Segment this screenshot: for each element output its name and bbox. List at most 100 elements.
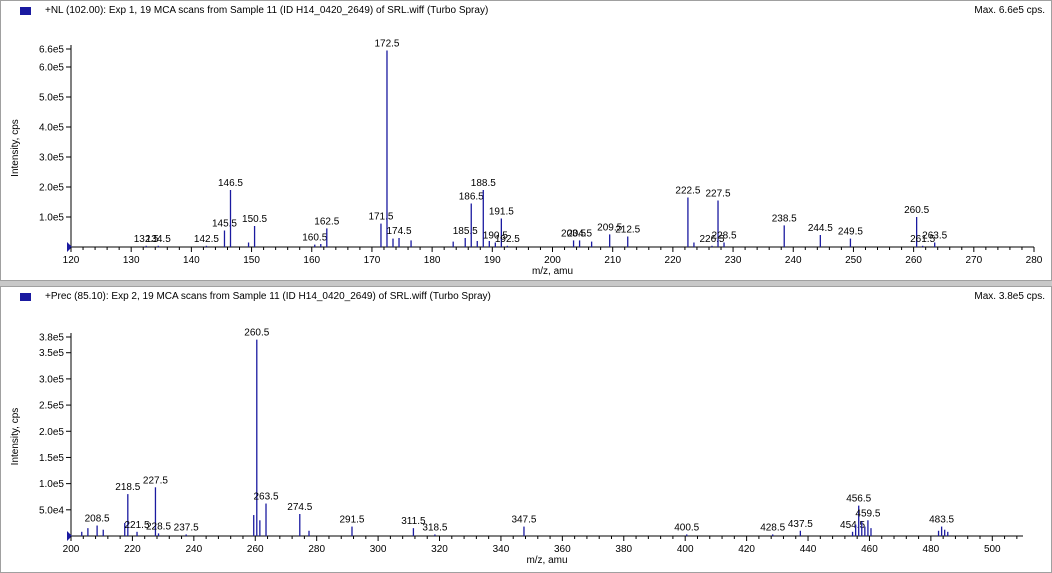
peak-label: 191.5 [489, 207, 514, 218]
spectrum-icon[interactable] [20, 7, 31, 15]
origin-marker-icon [67, 242, 72, 252]
x-tick-label: 200 [544, 255, 561, 266]
x-tick-label: 380 [615, 544, 632, 555]
splitter[interactable] [0, 281, 1052, 286]
x-tick-label: 440 [800, 544, 817, 555]
peak-label: 311.5 [401, 516, 426, 527]
y-axis-label: Intensity, cps [10, 408, 21, 466]
peak-label: 162.5 [314, 216, 339, 227]
y-tick-label: 6.0e5 [39, 63, 64, 74]
origin-marker-icon [67, 531, 72, 541]
peak-label: 237.5 [174, 522, 199, 533]
peak-label: 227.5 [706, 189, 731, 200]
x-tick-label: 140 [183, 255, 200, 266]
spectrum-plot-2[interactable]: 200 220 240 260 280 300 320 340 360 380 400 420 440 4… [1, 287, 1051, 572]
peak-label: 428.5 [760, 522, 785, 533]
y-axis-label: Intensity, cps [10, 119, 21, 177]
x-tick-label: 280 [308, 544, 325, 555]
peak-label: 221.5 [125, 520, 150, 531]
x-tick-label: 400 [677, 544, 694, 555]
x-tick-label: 230 [725, 255, 742, 266]
x-tick-label: 220 [124, 544, 141, 555]
peak-label: 226.5 [699, 234, 724, 245]
x-tick-label: 200 [63, 544, 80, 555]
x-tick-label: 340 [493, 544, 510, 555]
spectrum-plot-1[interactable]: 120 130 140 150 160 170 180 190 200 210 220 230 240 2… [1, 1, 1051, 280]
spectrum-panel-1[interactable]: +NL (102.00): Exp 1, 19 MCA scans from S… [0, 0, 1052, 281]
peak-label: 260.5 [244, 328, 269, 339]
x-tick-label: 240 [185, 544, 202, 555]
peak-label: 400.5 [674, 522, 699, 533]
panel-header: +NL (102.00): Exp 1, 19 MCA scans from S… [1, 1, 1051, 23]
x-tick-label: 170 [364, 255, 381, 266]
x-axis-label: m/z, amu [526, 555, 567, 566]
peak-label: 437.5 [788, 519, 813, 530]
x-tick-label: 250 [845, 255, 862, 266]
x-tick-label: 120 [63, 255, 80, 266]
peak-label: 456.5 [846, 494, 871, 505]
x-tick-label: 360 [554, 544, 571, 555]
y-tick-label: 3.0e5 [39, 374, 64, 385]
spectrum-icon[interactable] [20, 293, 31, 301]
peak-label: 244.5 [808, 223, 833, 234]
y-tick-label: 2.0e5 [39, 427, 64, 438]
x-tick-label: 190 [484, 255, 501, 266]
y-tick-label: 1.0e5 [39, 479, 64, 490]
peak-label: 134.5 [146, 234, 171, 245]
peak-label: 132.5 [134, 234, 159, 245]
y-tick-label: 3.8e5 [39, 333, 64, 344]
peak-label: 249.5 [838, 227, 863, 238]
peak-label: 209.5 [597, 222, 622, 233]
x-tick-label: 210 [604, 255, 621, 266]
x-tick-label: 260 [247, 544, 264, 555]
peak-label: 145.5 [212, 219, 237, 230]
peak-label: 483.5 [929, 515, 954, 526]
peak-label: 347.5 [511, 515, 536, 526]
peak-label: 227.5 [143, 475, 168, 486]
y-tick-label: 2.5e5 [39, 401, 64, 412]
peak-label: 318.5 [422, 522, 447, 533]
peak-label: 260.5 [904, 205, 929, 216]
peak-label: 291.5 [339, 515, 364, 526]
y-tick-label: 6.6e5 [39, 45, 64, 56]
panel-title: +NL (102.00): Exp 1, 19 MCA scans from S… [45, 5, 489, 16]
y-tick-label: 1.5e5 [39, 453, 64, 464]
peak-label: 146.5 [218, 178, 243, 189]
peak-label: 263.5 [253, 492, 278, 503]
peak-label: 172.5 [374, 39, 399, 50]
x-tick-label: 180 [424, 255, 441, 266]
peak-label: 218.5 [115, 482, 140, 493]
peak-label: 459.5 [855, 508, 880, 519]
peak-label: 222.5 [675, 186, 700, 197]
spectrum-panel-2[interactable]: +Prec (85.10): Exp 2, 19 MCA scans from … [0, 286, 1052, 573]
x-tick-label: 270 [965, 255, 982, 266]
peak-label: 174.5 [387, 226, 412, 237]
x-tick-label: 460 [861, 544, 878, 555]
peak-label: 188.5 [471, 178, 496, 189]
x-tick-label: 220 [665, 255, 682, 266]
peak-label: 261.5 [910, 234, 935, 245]
y-tick-label: 3.0e5 [39, 153, 64, 164]
peak-label: 185.5 [453, 226, 478, 237]
peak-label: 186.5 [459, 192, 484, 203]
y-tick-label: 1.0e5 [39, 213, 64, 224]
peak-label: 160.5 [302, 233, 327, 244]
x-tick-label: 300 [370, 544, 387, 555]
peak-label: 208.5 [85, 514, 110, 525]
peak-label: 274.5 [287, 502, 312, 513]
y-tick-label: 3.5e5 [39, 348, 64, 359]
panel-title: +Prec (85.10): Exp 2, 19 MCA scans from … [45, 291, 491, 302]
peak-label: 454.5 [840, 520, 865, 531]
peak-label: 142.5 [194, 234, 219, 245]
peak-label: 228.5 [146, 521, 171, 532]
max-intensity-label: Max. 6.6e5 cps. [974, 5, 1045, 16]
y-tick-label: 5.0e4 [39, 505, 64, 516]
y-tick-label: 4.0e5 [39, 123, 64, 134]
peak-label: 212.5 [615, 225, 640, 236]
x-tick-label: 500 [984, 544, 1001, 555]
y-tick-label: 2.0e5 [39, 183, 64, 194]
peak-label: 150.5 [242, 214, 267, 225]
peak-label: 192.5 [495, 234, 520, 245]
x-tick-label: 130 [123, 255, 140, 266]
x-axis-label: m/z, amu [532, 266, 573, 277]
